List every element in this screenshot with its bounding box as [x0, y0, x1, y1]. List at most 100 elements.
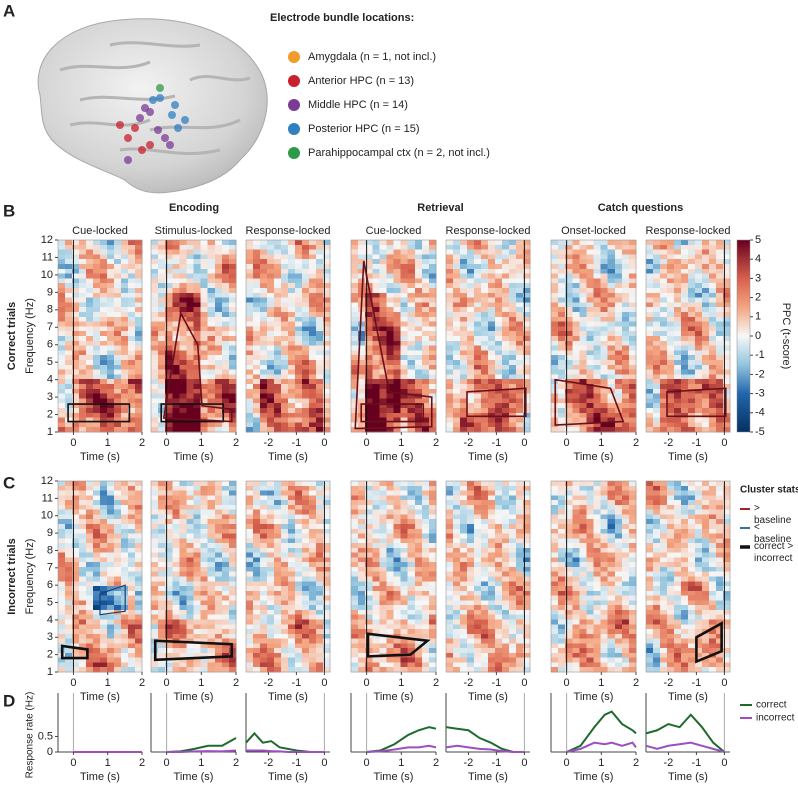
heatmap-cell	[165, 312, 173, 318]
heatmap-cell	[474, 571, 482, 577]
heatmap-cell	[495, 629, 503, 635]
heatmap-cell	[407, 490, 416, 496]
heatmap-cell	[407, 581, 416, 587]
heatmap-cell	[386, 624, 394, 630]
heatmap-cell	[509, 586, 517, 592]
heatmap-cell	[253, 481, 261, 487]
heatmap-cell	[260, 629, 268, 635]
heatmap-cell	[460, 543, 468, 549]
heatmap-cell	[86, 240, 94, 246]
heatmap-cell	[253, 316, 261, 322]
heatmap-cell	[200, 609, 209, 616]
heatmap-cell	[358, 398, 366, 404]
heatmap-cell	[509, 364, 517, 370]
heatmap-cell	[200, 633, 209, 639]
heatmap-cell	[128, 481, 136, 487]
heatmap-cell	[221, 388, 230, 394]
heatmap-cell	[165, 350, 173, 356]
heatmap-cell	[151, 662, 159, 668]
heatmap-cell	[58, 552, 66, 558]
heatmap-cell	[302, 538, 310, 544]
heatmap-cell	[221, 543, 230, 549]
heatmap-cell	[267, 514, 275, 520]
heatmap-cell	[200, 283, 209, 289]
heatmap-cell	[200, 427, 209, 433]
heatmap-cell	[151, 326, 159, 332]
heatmap-cell	[316, 321, 324, 327]
heatmap-cell	[151, 244, 159, 250]
heatmap-cell	[393, 543, 401, 549]
panel-frame	[150, 480, 237, 673]
heatmap-cell	[502, 336, 510, 342]
heatmap-cell	[481, 652, 489, 659]
heatmap-cell	[302, 624, 310, 630]
heatmap-cell	[135, 547, 143, 554]
heatmap-cell	[302, 614, 310, 620]
heatmap-cell	[221, 307, 230, 313]
heatmap-cell	[509, 638, 517, 644]
heatmap-cell	[474, 595, 482, 601]
heatmap-cell	[302, 259, 310, 265]
heatmap-cell	[114, 292, 122, 298]
heatmap-cell	[516, 609, 524, 616]
heatmap-cell	[107, 629, 115, 635]
heatmap-cell	[288, 384, 296, 390]
heatmap-cell	[379, 316, 387, 322]
heatmap-cell	[267, 552, 275, 558]
heatmap-cell	[481, 360, 489, 366]
heatmap-cell	[158, 283, 166, 289]
heatmap-cell	[93, 490, 101, 496]
heatmap-cell	[474, 495, 482, 501]
heatmap-cell	[474, 422, 482, 428]
heatmap-cell	[446, 408, 454, 414]
heatmap-cell	[467, 340, 475, 346]
heatmap-cell	[481, 500, 489, 506]
heatmap-cell	[114, 388, 122, 394]
heatmap-cell	[193, 302, 201, 308]
heatmap-cell	[453, 278, 461, 284]
heatmap-cell	[65, 552, 73, 558]
heatmap-cell	[100, 609, 108, 616]
heatmap-cell	[79, 259, 87, 265]
heatmap-cell	[316, 657, 324, 663]
heatmap-cell	[393, 566, 401, 573]
heatmap-cell	[193, 586, 201, 592]
heatmap-cell	[495, 393, 503, 399]
heatmap-cell	[151, 350, 159, 356]
heatmap-cell	[128, 355, 136, 361]
heatmap-cell	[460, 403, 468, 409]
heatmap-cell	[323, 509, 331, 515]
heatmap-cell	[65, 292, 73, 298]
heatmap-cell	[407, 600, 416, 606]
heatmap-cell	[421, 490, 430, 496]
heatmap-cell	[107, 652, 115, 659]
heatmap-cell	[481, 566, 489, 573]
heatmap-cell	[467, 624, 475, 630]
heatmap-cell	[207, 422, 216, 428]
heatmap-cell	[274, 408, 282, 414]
heatmap-cell	[179, 288, 187, 294]
heatmap-cell	[93, 417, 101, 423]
heatmap-cell	[281, 316, 289, 322]
heatmap-cell	[467, 562, 475, 568]
heatmap-cell	[295, 590, 303, 596]
heatmap-cell	[260, 538, 268, 544]
heatmap-cell	[165, 609, 173, 616]
heatmap-cell	[151, 422, 159, 428]
heatmap-cell	[453, 321, 461, 327]
heatmap-cell	[523, 538, 531, 544]
heatmap-cell	[516, 264, 524, 270]
heatmap-cell	[65, 562, 73, 568]
heatmap-cell	[365, 384, 373, 390]
heatmap-cell	[193, 264, 201, 270]
heatmap-cell	[165, 307, 173, 313]
heatmap-cell	[260, 268, 268, 274]
heatmap-cell	[309, 504, 317, 511]
heatmap-cell	[228, 316, 237, 322]
heatmap-cell	[128, 576, 136, 582]
heatmap-cell	[386, 504, 394, 511]
heatmap-cell	[200, 590, 209, 596]
heatmap-cell	[267, 605, 275, 611]
heatmap-cell	[158, 321, 166, 327]
heatmap-cell	[481, 586, 489, 592]
